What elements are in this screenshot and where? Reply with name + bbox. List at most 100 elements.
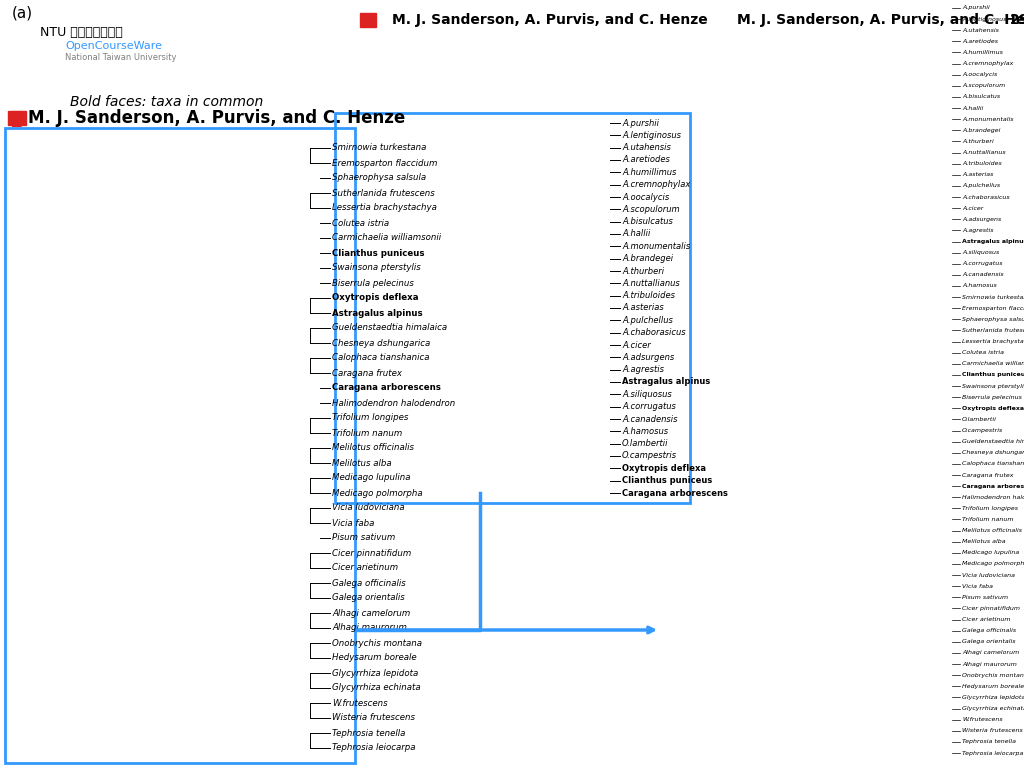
Text: A.scopulorum: A.scopulorum [962, 84, 1006, 88]
Text: Melilotus alba: Melilotus alba [962, 539, 1006, 545]
Text: Smirnowia turkestana: Smirnowia turkestana [332, 144, 426, 153]
Bar [360, 13, 376, 27]
Text: M. J. Sanderson, A. Purvis, and C. Henze: M. J. Sanderson, A. Purvis, and C. Henze [392, 13, 708, 27]
Text: Cicer pinnatifidum: Cicer pinnatifidum [962, 606, 1020, 611]
Text: A.corrugatus: A.corrugatus [622, 402, 676, 411]
Text: Medicago lupulina: Medicago lupulina [332, 474, 411, 482]
Text: W.frutescens: W.frutescens [332, 699, 388, 707]
Text: Alhagi maurorum: Alhagi maurorum [332, 624, 407, 633]
Text: Glycyrrhiza lepidota: Glycyrrhiza lepidota [332, 668, 418, 677]
Text: Eremosparton flaccidum: Eremosparton flaccidum [332, 158, 437, 167]
Text: A.nuttallianus: A.nuttallianus [962, 150, 1006, 155]
Text: Cicer pinnatifidum: Cicer pinnatifidum [332, 548, 412, 558]
Text: Chesneya dshungarica: Chesneya dshungarica [332, 339, 430, 347]
Text: Carmichaelia williamsonii: Carmichaelia williamsonii [962, 361, 1024, 366]
Text: A.agrestis: A.agrestis [622, 365, 664, 374]
Text: Sphaerophysa salsula: Sphaerophysa salsula [962, 317, 1024, 322]
Text: A.thurberi: A.thurberi [622, 266, 665, 276]
Text: Calophaca tianshanica: Calophaca tianshanica [962, 462, 1024, 466]
Text: Galega orientalis: Galega orientalis [962, 639, 1016, 644]
Text: Hedysarum boreale: Hedysarum boreale [332, 654, 417, 663]
Text: Alhagi camelorum: Alhagi camelorum [332, 608, 411, 617]
Text: Glycyrrhiza lepidota: Glycyrrhiza lepidota [962, 695, 1024, 700]
Text: Colutea istria: Colutea istria [962, 350, 1004, 356]
Text: Eremosparton flaccidum: Eremosparton flaccidum [962, 306, 1024, 311]
Text: A.bisulcatus: A.bisulcatus [962, 94, 1000, 99]
Text: Melilotus alba: Melilotus alba [332, 458, 391, 468]
Text: A.purshii: A.purshii [962, 5, 990, 11]
Text: A.asterias: A.asterias [962, 172, 993, 177]
Text: A.aretiodes: A.aretiodes [962, 39, 998, 44]
Text: Galega orientalis: Galega orientalis [332, 594, 404, 603]
Text: A.adsurgens: A.adsurgens [622, 353, 674, 362]
Text: A.humillimus: A.humillimus [962, 50, 1002, 55]
Text: Trifolium nanum: Trifolium nanum [332, 429, 402, 438]
Text: Caragana arborescens: Caragana arborescens [622, 488, 728, 498]
Text: Glycyrrhiza echinata: Glycyrrhiza echinata [332, 684, 421, 693]
Text: Onobrychis montana: Onobrychis montana [332, 638, 422, 647]
Text: A.canadensis: A.canadensis [962, 273, 1004, 277]
Text: A.asterias: A.asterias [622, 303, 664, 313]
Text: Wisteria frutescens: Wisteria frutescens [962, 728, 1023, 733]
Text: Vicia ludoviciana: Vicia ludoviciana [332, 504, 404, 512]
Text: Cicer arietinum: Cicer arietinum [332, 564, 398, 572]
Text: Caragana arborescens: Caragana arborescens [962, 484, 1024, 488]
Text: Oxytropis deflexa: Oxytropis deflexa [622, 464, 706, 473]
Text: M. J. Sanderson, A. Purvis, and C. Henze: M. J. Sanderson, A. Purvis, and C. Henze [28, 109, 406, 127]
Text: Clianthus puniceus: Clianthus puniceus [332, 249, 425, 257]
Text: A.purshii: A.purshii [622, 118, 659, 127]
Text: Galega officinalis: Galega officinalis [962, 628, 1016, 633]
Text: Clianthus puniceus: Clianthus puniceus [962, 372, 1024, 377]
Text: Cicer arietinum: Cicer arietinum [962, 617, 1011, 622]
Text: Onobrychis montana: Onobrychis montana [962, 673, 1024, 677]
Text: Alhagi camelorum: Alhagi camelorum [962, 650, 1019, 655]
Text: 📖: 📖 [11, 108, 23, 127]
Text: A.aretiodes: A.aretiodes [622, 155, 670, 164]
Text: A.cremnophylax: A.cremnophylax [622, 180, 690, 189]
Text: A.monumentalis: A.monumentalis [962, 117, 1014, 121]
Text: Chesneya dshungarica: Chesneya dshungarica [962, 450, 1024, 455]
Text: A.oocalycis: A.oocalycis [622, 193, 670, 201]
Text: Melilotus officinalis: Melilotus officinalis [962, 528, 1022, 533]
Text: A.siliquosus: A.siliquosus [622, 390, 672, 399]
Text: A.hallii: A.hallii [962, 105, 983, 111]
Text: Alhagi maurorum: Alhagi maurorum [962, 661, 1017, 667]
Text: Halimodendron halodendron: Halimodendron halodendron [962, 495, 1024, 500]
Text: A.hamosus: A.hamosus [962, 283, 996, 289]
Text: Gueldenstaedtia himalaica: Gueldenstaedtia himalaica [962, 439, 1024, 444]
Text: OpenCourseWare: OpenCourseWare [65, 41, 162, 51]
Text: A.hamosus: A.hamosus [622, 427, 668, 435]
Text: Galega officinalis: Galega officinalis [332, 578, 406, 588]
Text: Pisum sativum: Pisum sativum [962, 595, 1008, 600]
Text: Lessertia brachystachya: Lessertia brachystachya [962, 339, 1024, 344]
Text: A.tribuloides: A.tribuloides [962, 161, 1001, 166]
Text: Trifolium longipes: Trifolium longipes [332, 413, 409, 422]
Text: Carmichaelia williamsonii: Carmichaelia williamsonii [332, 233, 441, 243]
Text: A.cremnophylax: A.cremnophylax [962, 61, 1014, 66]
Text: Hedysarum boreale: Hedysarum boreale [962, 684, 1024, 689]
Text: Astragalus alpinus: Astragalus alpinus [332, 309, 423, 317]
Text: Tephrosia leiocarpa: Tephrosia leiocarpa [332, 743, 416, 753]
Text: A.adsurgens: A.adsurgens [962, 217, 1001, 222]
Text: A.cicer: A.cicer [622, 340, 650, 349]
Text: A.oocalycis: A.oocalycis [962, 72, 997, 78]
Text: A.utahensis: A.utahensis [962, 28, 998, 33]
Text: Astragalus alpinus: Astragalus alpinus [622, 378, 711, 386]
Text: Smirnowia turkestana: Smirnowia turkestana [962, 295, 1024, 300]
Text: Medicago lupulina: Medicago lupulina [962, 551, 1019, 555]
Text: Gueldenstaedtia himalaica: Gueldenstaedtia himalaica [332, 323, 447, 333]
Text: A.utahensis: A.utahensis [622, 143, 671, 152]
Text: A.corrugatus: A.corrugatus [962, 261, 1002, 266]
Text: Sutherlanida frutescens: Sutherlanida frutescens [332, 188, 435, 197]
Text: A.brandegei: A.brandegei [962, 127, 1000, 133]
Text: Trifolium longipes: Trifolium longipes [962, 506, 1018, 511]
Text: A.humillimus: A.humillimus [622, 168, 677, 177]
Text: NTU 臺大開放式課程: NTU 臺大開放式課程 [40, 27, 123, 39]
Text: A.chaborasicus: A.chaborasicus [622, 328, 686, 337]
Text: Calophaca tianshanica: Calophaca tianshanica [332, 353, 429, 362]
Bar [5, 128, 355, 763]
Text: Oxytropis deflexa: Oxytropis deflexa [332, 293, 419, 303]
Text: Caragana arborescens: Caragana arborescens [332, 383, 441, 392]
Text: Tephrosia leiocarpa: Tephrosia leiocarpa [962, 750, 1023, 756]
Text: A.hallii: A.hallii [622, 230, 650, 239]
